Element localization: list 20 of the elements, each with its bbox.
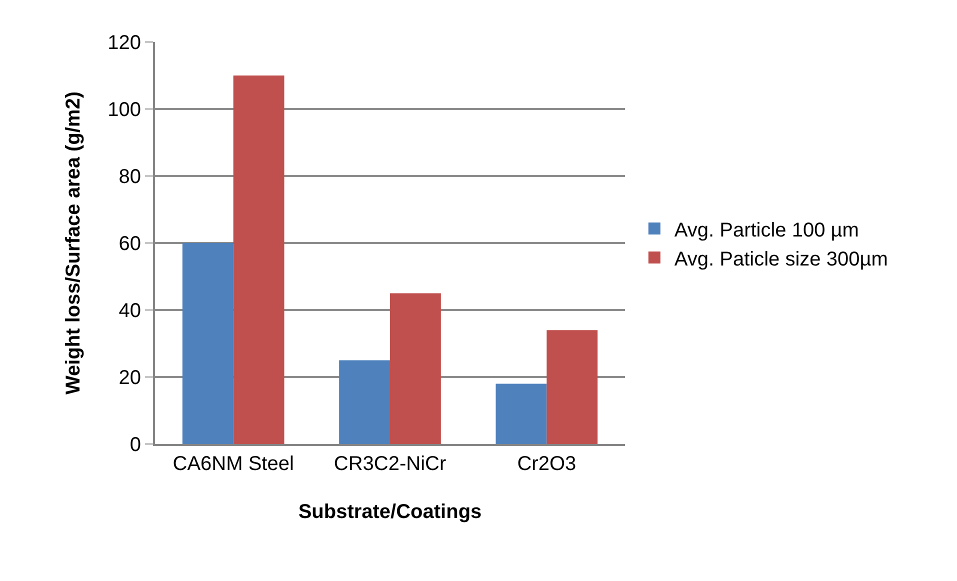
x-tick-label: CA6NM Steel [172,453,294,475]
y-tick-label: 100 [108,99,141,121]
y-tick-label: 20 [118,367,141,389]
y-tick-label: 40 [118,300,141,322]
y-tick-label: 0 [130,434,141,456]
bar [496,384,547,444]
bar [339,360,390,444]
x-tick-label: Cr2O3 [517,453,576,475]
bar [233,76,284,444]
x-tick-label: CR3C2-NiCr [334,453,446,475]
legend-label: Avg. Particle 100 µm [674,219,859,242]
y-tick-label: 80 [118,166,141,188]
legend-label: Avg. Paticle size 300µm [674,248,888,270]
y-tick-label: 60 [118,233,141,255]
bar [546,330,598,444]
bar [390,293,441,444]
x-axis-title: Substrate/Coatings [298,501,482,523]
bar [182,243,234,444]
y-axis-title: Weight loss/Surface area (g/m2) [62,91,85,395]
y-tick-label: 120 [108,32,141,54]
